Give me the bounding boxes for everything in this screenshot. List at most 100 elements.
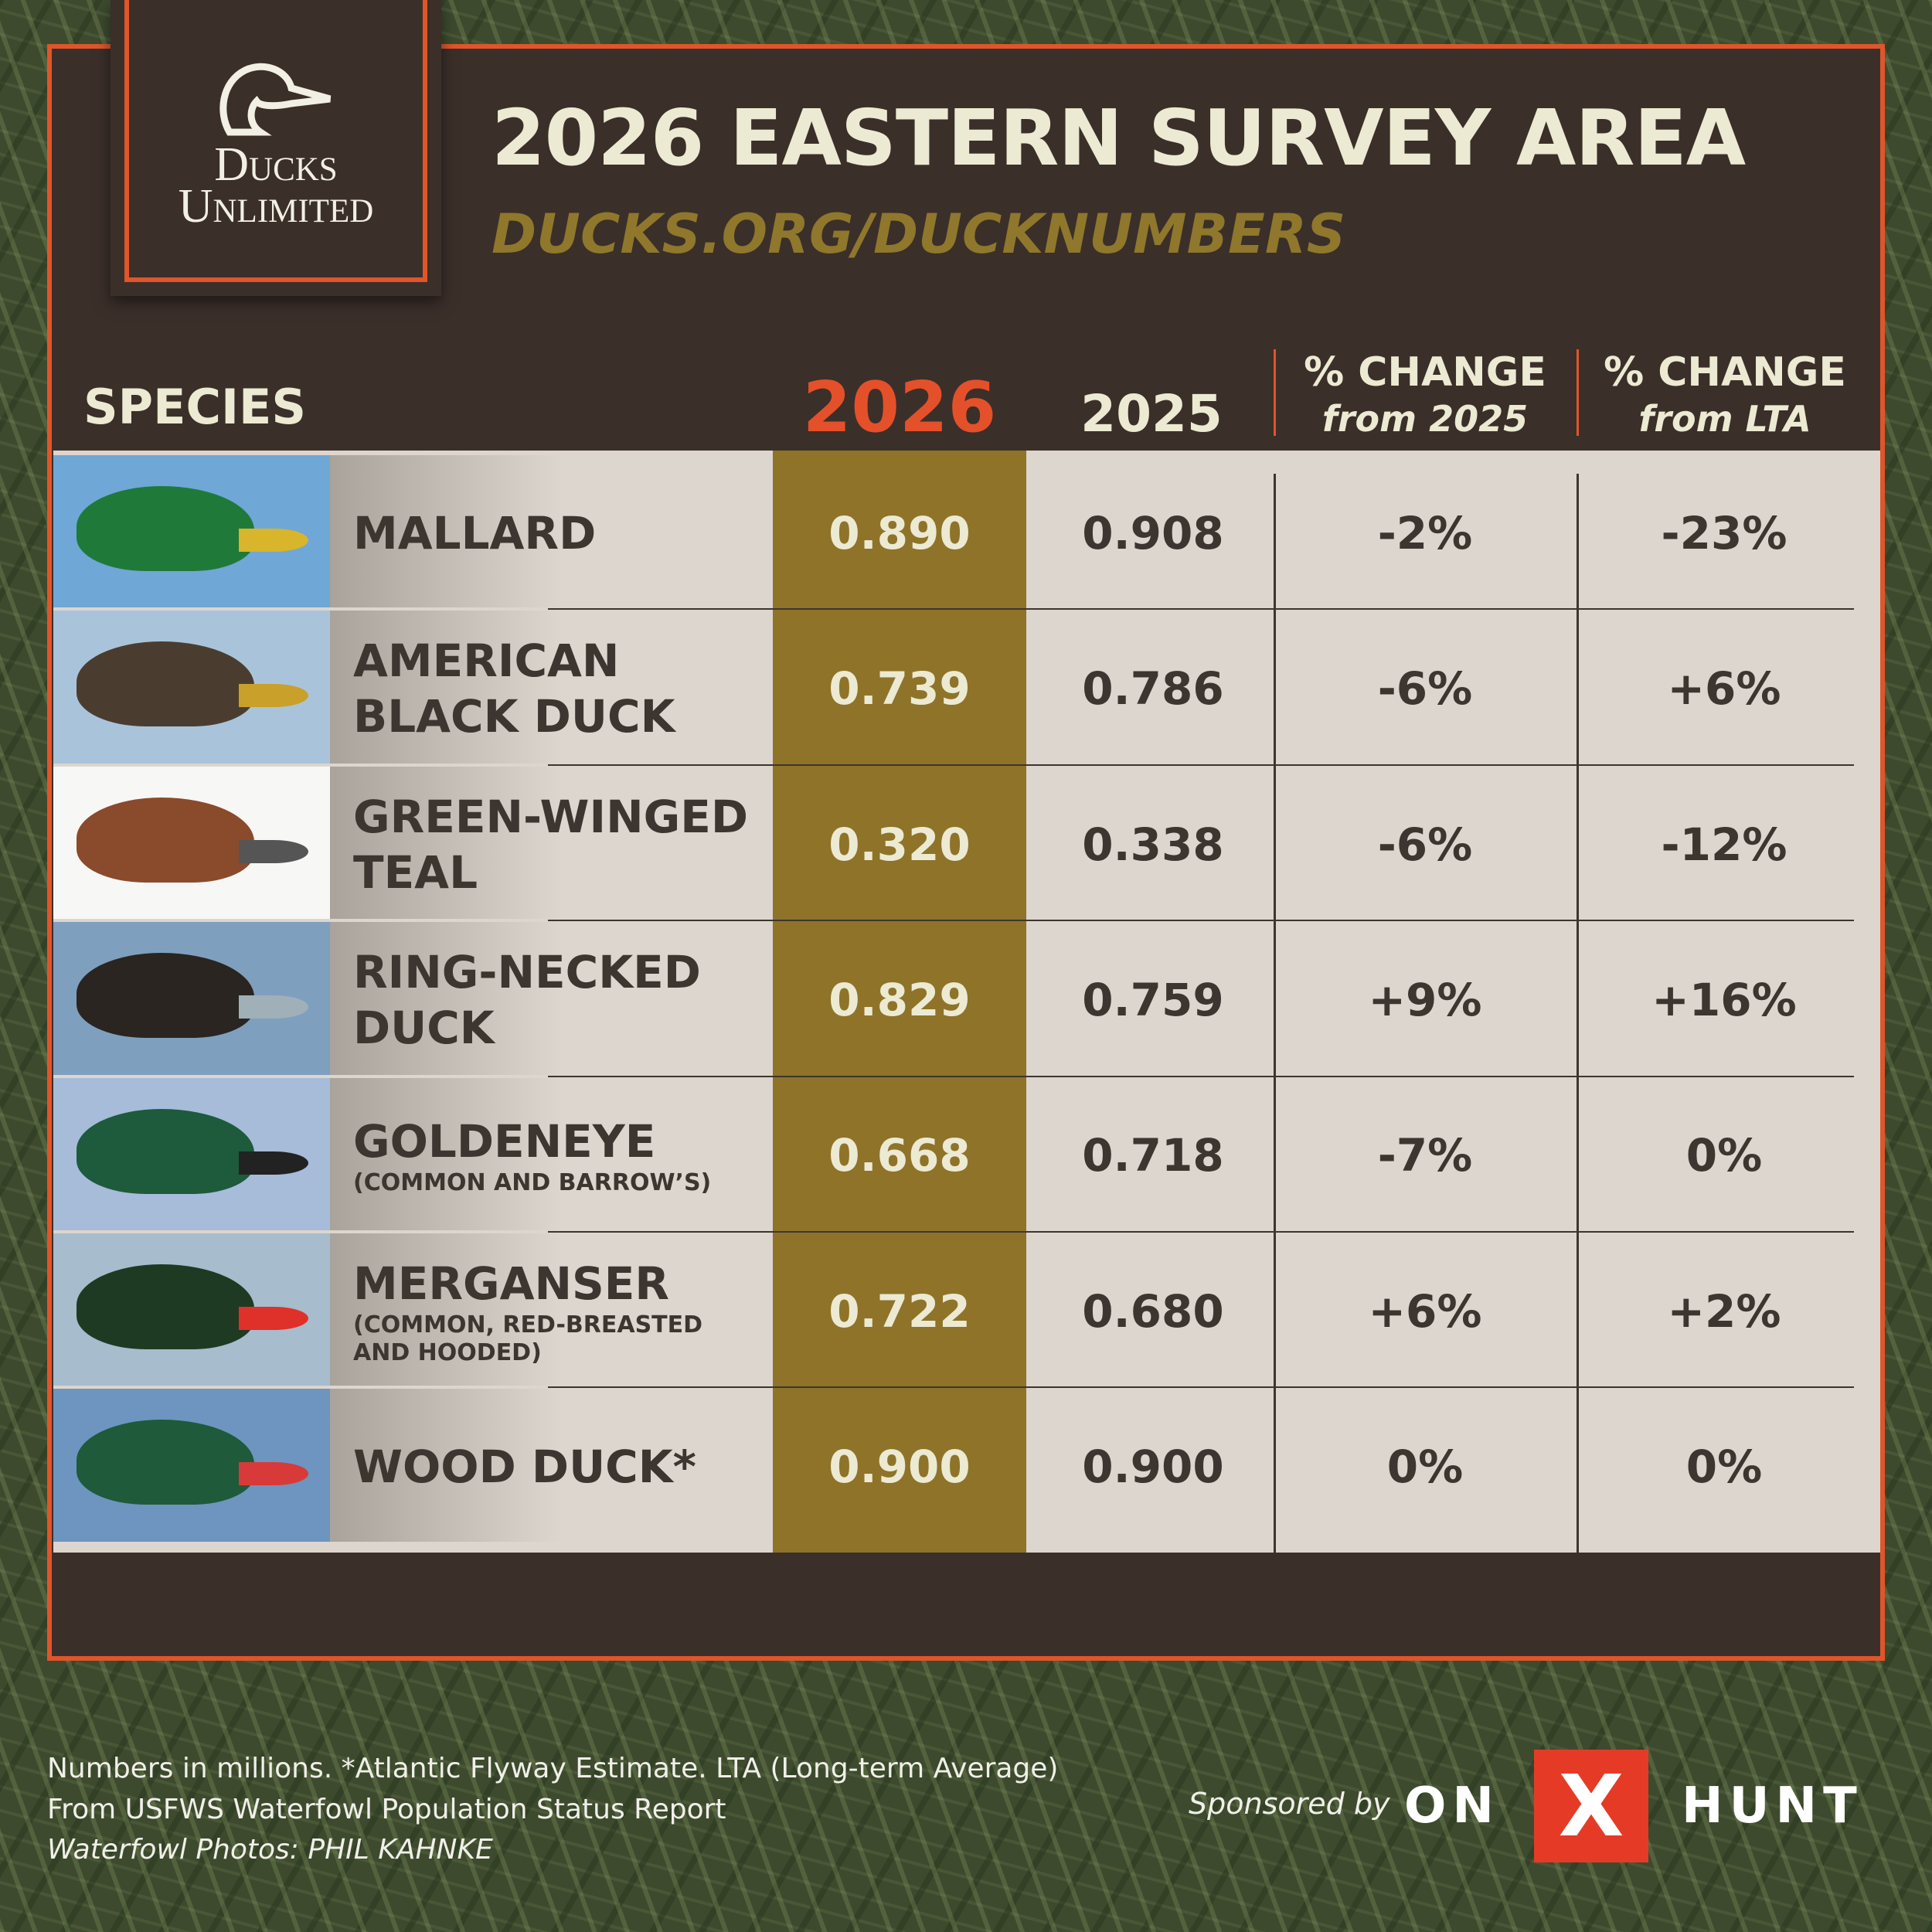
sponsor-logo-text: HUNT — [1682, 1777, 1863, 1835]
column-header: 2025 — [1080, 384, 1223, 444]
header-divider — [1577, 349, 1579, 436]
name-shade — [330, 611, 562, 764]
column-header: % CHANGE — [1304, 349, 1546, 396]
value-2025: 0.786 — [1082, 662, 1224, 716]
value-2025: 0.759 — [1082, 973, 1224, 1026]
change-from-lta: -12% — [1661, 818, 1787, 871]
value-2025: 0.908 — [1082, 506, 1224, 560]
column-header: % CHANGE — [1604, 349, 1846, 396]
species-photo — [53, 1389, 330, 1542]
change-from-lta: +16% — [1651, 973, 1797, 1026]
photo-bill — [239, 1307, 308, 1330]
species-name-line: TEAL — [353, 845, 478, 899]
photo-bill — [239, 529, 308, 552]
value-2025: 0.718 — [1082, 1129, 1224, 1182]
change-from-lta: +6% — [1667, 662, 1781, 716]
row-divider — [548, 1231, 1854, 1233]
value-2026: 0.890 — [828, 506, 971, 560]
species-note: (COMMON, RED-BREASTED — [353, 1311, 703, 1338]
row-divider — [548, 1386, 1854, 1389]
value-2026: 0.829 — [828, 973, 971, 1026]
change-from-lta: -23% — [1661, 506, 1787, 560]
species-name-line: WOOD DUCK* — [353, 1440, 697, 1494]
species-photo — [53, 455, 330, 608]
species-name-line: AMERICAN — [353, 634, 620, 688]
species-name: AMERICAN BLACK DUCK — [353, 633, 675, 744]
column-divider — [1274, 474, 1276, 1553]
value-2025: 0.900 — [1082, 1440, 1224, 1494]
photo-bill — [239, 839, 308, 863]
footnote: Numbers in millions. *Atlantic Flyway Es… — [47, 1753, 1059, 1784]
species-photo — [53, 766, 330, 920]
species-photo — [53, 1233, 330, 1386]
name-shade — [330, 766, 562, 920]
column-header: 2026 — [802, 367, 997, 448]
species-name-line: RING-NECKED — [353, 945, 701, 998]
species-name: MALLARD — [353, 505, 596, 561]
name-shade — [330, 922, 562, 1075]
row-divider — [548, 608, 1854, 611]
species-photo — [53, 611, 330, 764]
logo-frame — [124, 0, 427, 282]
column-header: from 2025 — [1321, 398, 1529, 440]
photo-head — [77, 641, 254, 727]
column-divider — [1577, 474, 1579, 1553]
sponsor-logo-text: ON — [1404, 1777, 1500, 1835]
change-from-2025: +6% — [1368, 1284, 1482, 1338]
value-2026: 0.739 — [828, 662, 971, 716]
change-from-2025: -6% — [1377, 818, 1473, 871]
photo-bill — [239, 684, 308, 708]
sponsor-label: Sponsored by — [1189, 1787, 1390, 1821]
sponsor-logo-mark: X — [1534, 1750, 1648, 1862]
url: DUCKS.ORG/DUCKNUMBERS — [492, 202, 1346, 266]
value-2026: 0.722 — [828, 1284, 971, 1338]
photo-head — [77, 1108, 254, 1194]
value-2026: 0.900 — [828, 1440, 971, 1494]
name-shade — [330, 455, 562, 608]
header-divider — [1274, 349, 1276, 436]
species-name: GREEN-WINGED TEAL — [353, 789, 748, 900]
name-shade — [330, 1389, 562, 1542]
species-name-line: MALLARD — [353, 506, 597, 560]
change-from-lta: 0% — [1685, 1440, 1763, 1494]
change-from-2025: 0% — [1386, 1440, 1464, 1494]
value-2026: 0.320 — [828, 818, 971, 871]
photo-head — [77, 953, 254, 1039]
name-shade — [330, 1233, 562, 1386]
photo-head — [77, 486, 254, 571]
logo-badge: Ducks Unlimited — [111, 0, 441, 296]
name-shade — [330, 1077, 562, 1230]
footnote: From USFWS Waterfowl Population Status R… — [47, 1794, 726, 1825]
row-divider — [548, 920, 1854, 922]
species-name-line: GOLDENEYE — [353, 1115, 656, 1168]
species-photo — [53, 922, 330, 1075]
row-divider — [548, 1075, 1854, 1077]
photo-head — [77, 1264, 254, 1349]
species-note: (COMMON AND BARROW’S) — [353, 1169, 712, 1197]
change-from-lta: 0% — [1685, 1129, 1763, 1182]
species-photo — [53, 1077, 330, 1230]
title: 2026 EASTERN SURVEY AREA — [492, 93, 1746, 183]
photo-head — [77, 1420, 254, 1505]
column-header: SPECIES — [83, 379, 307, 435]
species-name: MERGANSER (COMMON, RED-BREASTED AND HOODED… — [353, 1256, 702, 1367]
species-name-line: MERGANSER — [353, 1257, 670, 1310]
photo-bill — [239, 995, 308, 1019]
row-divider — [548, 764, 1854, 766]
species-name-line: DUCK — [353, 1001, 495, 1054]
column-header: from LTA — [1638, 398, 1811, 440]
species-name: GOLDENEYE (COMMON AND BARROW’S) — [353, 1114, 711, 1197]
species-name-line: GREEN-WINGED — [353, 790, 748, 843]
species-name: RING-NECKED DUCK — [353, 944, 701, 1056]
change-from-2025: +9% — [1368, 973, 1482, 1026]
change-from-lta: +2% — [1667, 1284, 1781, 1338]
value-2025: 0.680 — [1082, 1284, 1224, 1338]
footnote: Waterfowl Photos: PHIL KAHNKE — [47, 1834, 493, 1866]
table: MALLARD 0.890 0.908 -2% -23% AMERICAN BLACK DU… — [53, 451, 1880, 1553]
species-note: AND HOODED) — [353, 1338, 542, 1366]
photo-head — [77, 797, 254, 883]
value-2026: 0.668 — [828, 1129, 971, 1182]
photo-bill — [239, 1462, 308, 1486]
photo-bill — [239, 1151, 308, 1175]
